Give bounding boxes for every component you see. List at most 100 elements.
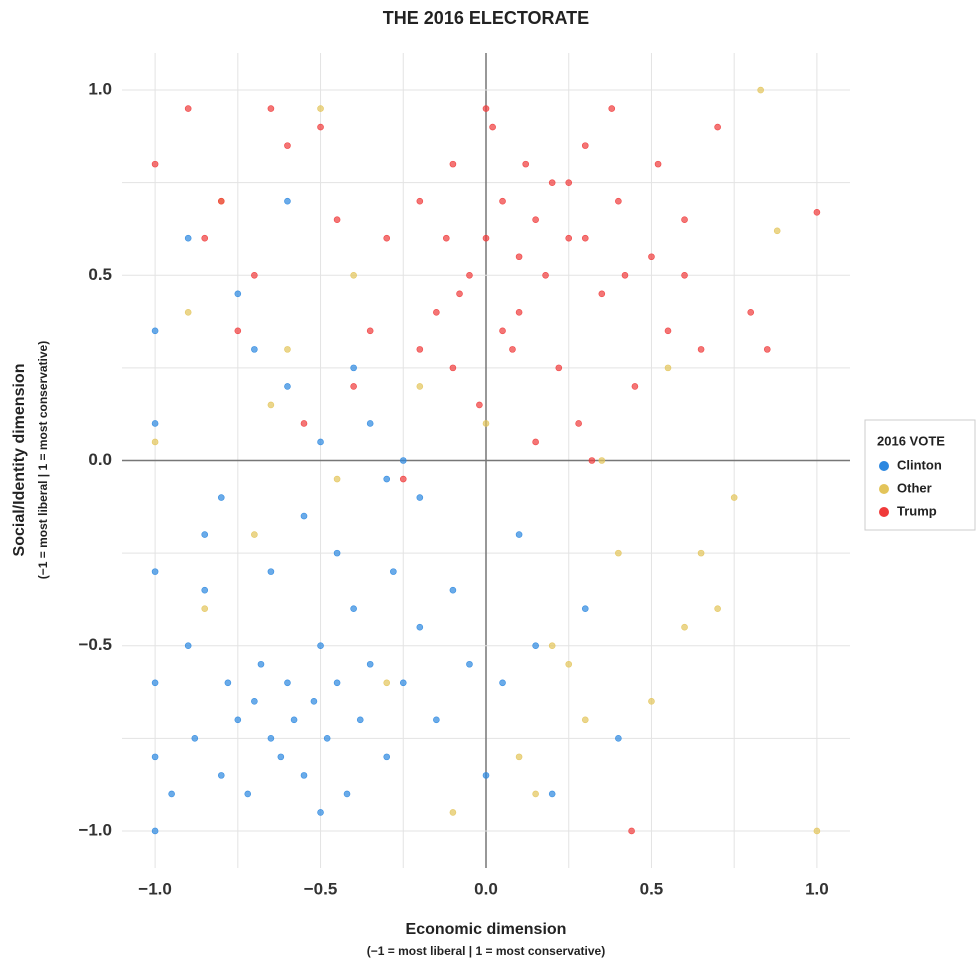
point bbox=[184, 309, 192, 316]
point bbox=[284, 142, 291, 149]
point bbox=[151, 568, 159, 575]
point bbox=[763, 346, 771, 353]
point bbox=[581, 716, 589, 724]
point bbox=[515, 309, 523, 316]
point bbox=[333, 549, 341, 557]
point bbox=[151, 679, 159, 687]
y-axis-label: Social/Identity dimension bbox=[11, 364, 28, 557]
point bbox=[333, 216, 341, 224]
point bbox=[399, 475, 407, 483]
legend-marker bbox=[879, 507, 889, 517]
point bbox=[664, 327, 672, 335]
point bbox=[416, 494, 424, 501]
point bbox=[267, 735, 275, 742]
point bbox=[466, 660, 473, 668]
point bbox=[456, 290, 463, 298]
point bbox=[151, 438, 159, 446]
point bbox=[257, 660, 265, 668]
x-tick-label: 0.5 bbox=[640, 879, 664, 898]
point bbox=[184, 105, 192, 112]
point bbox=[621, 271, 629, 279]
y-tick-label: 1.0 bbox=[88, 80, 112, 99]
legend: 2016 VOTE Clinton Other Trump bbox=[864, 419, 976, 531]
point bbox=[251, 697, 258, 705]
point bbox=[773, 227, 781, 235]
point bbox=[548, 179, 556, 186]
point bbox=[522, 160, 530, 168]
point bbox=[383, 753, 391, 761]
point bbox=[251, 346, 258, 353]
point bbox=[251, 531, 258, 538]
point bbox=[482, 105, 490, 112]
point bbox=[730, 494, 738, 501]
point bbox=[343, 790, 351, 798]
point bbox=[191, 735, 199, 742]
x-tick-label: −1.0 bbox=[138, 879, 172, 898]
point bbox=[390, 568, 397, 575]
point bbox=[482, 420, 490, 427]
point bbox=[350, 364, 357, 372]
point bbox=[681, 623, 688, 631]
y-tick-label: 0.5 bbox=[88, 265, 112, 284]
point bbox=[565, 234, 573, 242]
point bbox=[565, 660, 573, 668]
point bbox=[317, 809, 324, 816]
point bbox=[333, 679, 341, 687]
point bbox=[284, 383, 291, 390]
points bbox=[151, 86, 821, 835]
point bbox=[399, 679, 407, 687]
point bbox=[648, 253, 655, 261]
point bbox=[482, 234, 490, 242]
point bbox=[499, 197, 506, 205]
point bbox=[565, 179, 573, 186]
point bbox=[300, 772, 308, 779]
point bbox=[284, 679, 291, 687]
point bbox=[416, 346, 424, 353]
point bbox=[217, 772, 225, 779]
point bbox=[356, 716, 364, 724]
x-axis-label: Economic dimension bbox=[406, 921, 567, 938]
point bbox=[350, 605, 357, 612]
point bbox=[664, 364, 672, 372]
point bbox=[598, 457, 606, 464]
point bbox=[277, 753, 285, 761]
point bbox=[648, 697, 655, 705]
point bbox=[184, 642, 192, 650]
point bbox=[234, 716, 242, 724]
point bbox=[631, 383, 639, 390]
point bbox=[350, 271, 357, 279]
point bbox=[757, 86, 764, 94]
point bbox=[366, 420, 374, 427]
point bbox=[290, 716, 298, 724]
legend-label: Other bbox=[897, 480, 932, 495]
legend-marker bbox=[879, 484, 889, 494]
point bbox=[317, 123, 324, 131]
point bbox=[184, 234, 192, 242]
point bbox=[714, 123, 721, 131]
point bbox=[366, 660, 374, 668]
point bbox=[323, 735, 331, 742]
point bbox=[499, 679, 506, 687]
point bbox=[201, 531, 209, 538]
point bbox=[383, 234, 391, 242]
point bbox=[366, 327, 374, 335]
x-axis-sublabel: (−1 = most liberal | 1 = most conservati… bbox=[367, 944, 605, 958]
point bbox=[201, 234, 209, 242]
point bbox=[416, 623, 424, 631]
point bbox=[433, 716, 440, 724]
point bbox=[350, 383, 357, 390]
point bbox=[416, 383, 424, 390]
point bbox=[714, 605, 721, 612]
legend-title: 2016 VOTE bbox=[877, 433, 945, 448]
point bbox=[466, 271, 473, 279]
point bbox=[168, 790, 175, 798]
point bbox=[284, 346, 291, 353]
point bbox=[548, 790, 556, 798]
y-axis-sublabel: (−1 = most liberal | 1 = most conservati… bbox=[36, 341, 50, 579]
y-tick-label: −0.5 bbox=[78, 635, 112, 654]
grid bbox=[122, 53, 850, 868]
point bbox=[151, 753, 159, 761]
point bbox=[399, 457, 407, 464]
point bbox=[449, 586, 457, 594]
point bbox=[267, 401, 275, 409]
